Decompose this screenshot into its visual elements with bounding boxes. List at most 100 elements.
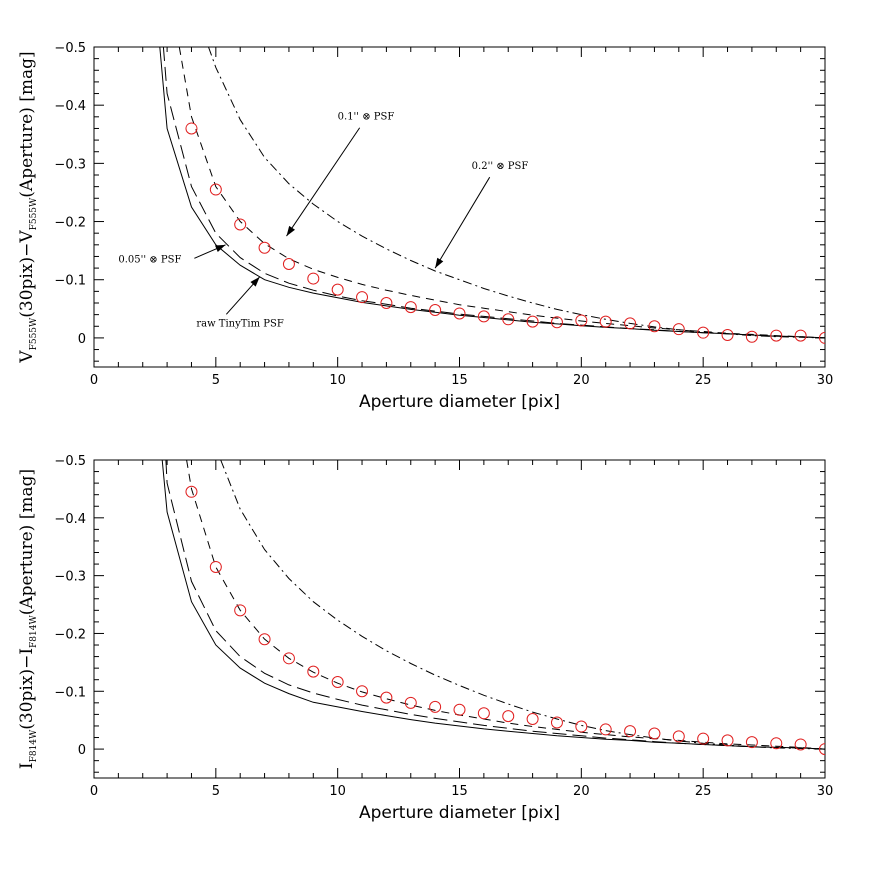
x-tick-label: 30 — [817, 373, 834, 388]
data-point — [721, 734, 734, 747]
x-tick-label: 5 — [212, 373, 220, 388]
x-tick-label: 20 — [573, 373, 590, 388]
y-label-mid: (30pix)−I — [17, 648, 37, 730]
data-point — [672, 730, 685, 743]
data-point — [770, 737, 783, 750]
y-tick-label: −0.4 — [54, 99, 86, 114]
data-point — [819, 331, 825, 344]
y-tick-label: −0.3 — [54, 157, 86, 172]
y-axis-label: IF814W(30pix)−IF814W(Aperture) [mag] — [17, 469, 39, 769]
data-point — [429, 700, 442, 713]
annotation-arrowhead — [435, 257, 444, 269]
y-tick-label: −0.5 — [54, 41, 86, 56]
data-point — [575, 720, 588, 733]
data-point — [550, 316, 563, 329]
data-point — [331, 283, 344, 296]
bottom-panel: 0 5 10 15 20 25 30 −0.5 −0.4 −0.3 −0.2 −0.1 0 Apertur… — [17, 454, 833, 823]
annotation-arrow — [434, 176, 491, 269]
data-point — [380, 691, 393, 704]
y-label-main: I — [17, 762, 37, 769]
series-line-dash — [178, 47, 825, 339]
data-point — [745, 736, 758, 749]
x-tick-label: 0 — [90, 784, 98, 799]
data-point — [575, 314, 588, 327]
x-tick-label: 10 — [329, 373, 346, 388]
plot-area — [161, 460, 825, 756]
y-tick-label: −0.3 — [54, 570, 86, 585]
y-label-tail: (Aperture) [mag] — [17, 469, 37, 615]
plot-area — [159, 47, 825, 344]
data-point — [794, 738, 807, 751]
plot-frame — [93, 459, 826, 779]
data-point — [234, 604, 247, 617]
y-tick-label: −0.1 — [54, 685, 86, 700]
data-point — [356, 685, 369, 698]
y-label-sub1: F814W — [29, 729, 39, 762]
data-point — [209, 183, 222, 196]
series-line-dashdot — [220, 460, 825, 750]
series-line-solid — [161, 460, 825, 750]
x-tick-label: 5 — [212, 784, 220, 799]
data-point — [819, 743, 825, 756]
data-point — [404, 301, 417, 314]
data-point — [331, 676, 344, 689]
data-point — [624, 317, 637, 330]
data-point — [624, 725, 637, 738]
data-point — [648, 727, 661, 740]
data-point — [404, 696, 417, 709]
y-label-main: V — [17, 350, 37, 364]
data-point — [599, 723, 612, 736]
series-line-solid — [159, 47, 825, 339]
data-point — [258, 241, 271, 254]
data-point — [209, 560, 222, 573]
x-tick-label: 20 — [573, 784, 590, 799]
data-point — [356, 291, 369, 304]
data-point — [697, 732, 710, 745]
x-tick-label: 15 — [451, 373, 468, 388]
y-tick-label: −0.4 — [54, 512, 86, 527]
data-point — [697, 326, 710, 339]
x-tick-label: 30 — [817, 784, 834, 799]
x-tick-label: 10 — [329, 784, 346, 799]
data-point — [770, 329, 783, 342]
data-point — [526, 315, 539, 328]
y-tick-label: −0.2 — [54, 627, 86, 642]
data-point — [477, 310, 490, 323]
x-axis-label: Aperture diameter [pix] — [359, 392, 560, 412]
y-axis-label: VF555W(30pix)−VF555W(Aperture) [mag] — [17, 51, 39, 363]
annotation-arrow — [286, 127, 361, 237]
y-tick-label: 0 — [78, 332, 86, 347]
data-point — [794, 329, 807, 342]
data-point — [453, 703, 466, 716]
x-tick-label: 25 — [695, 784, 712, 799]
y-label-tail: (Aperture) [mag] — [17, 51, 37, 197]
x-tick-label: 0 — [90, 373, 98, 388]
data-point — [745, 330, 758, 343]
y-tick-label: −0.2 — [54, 216, 86, 231]
annotation-arrowhead — [286, 225, 295, 237]
series-line-dash — [186, 460, 825, 750]
y-tick-label: −0.1 — [54, 274, 86, 289]
data-point — [502, 710, 515, 723]
data-point — [282, 652, 295, 665]
data-point — [599, 315, 612, 328]
data-point — [648, 320, 661, 333]
y-label-sub2: F555W — [29, 197, 39, 230]
annotation-arrowhead — [215, 244, 226, 252]
annotation-label: raw TinyTim PSF — [196, 318, 284, 329]
data-point — [526, 713, 539, 726]
data-point — [721, 329, 734, 341]
data-point — [380, 297, 393, 309]
annotation-arrowhead — [250, 276, 260, 287]
series-line-longdash — [162, 47, 825, 339]
annotation-label: 0.1'' ⊗ PSF — [338, 112, 395, 123]
data-point — [185, 485, 198, 498]
data-point — [477, 707, 490, 720]
y-label-mid: (30pix)−V — [17, 230, 37, 318]
data-point — [502, 313, 515, 326]
top-panel: 0 5 10 15 20 25 30 −0.5 −0.4 −0.3 −0.2 −0.1 0 Apertur… — [17, 41, 833, 412]
data-point — [307, 665, 320, 678]
data-point — [429, 303, 442, 316]
data-point — [234, 218, 247, 231]
